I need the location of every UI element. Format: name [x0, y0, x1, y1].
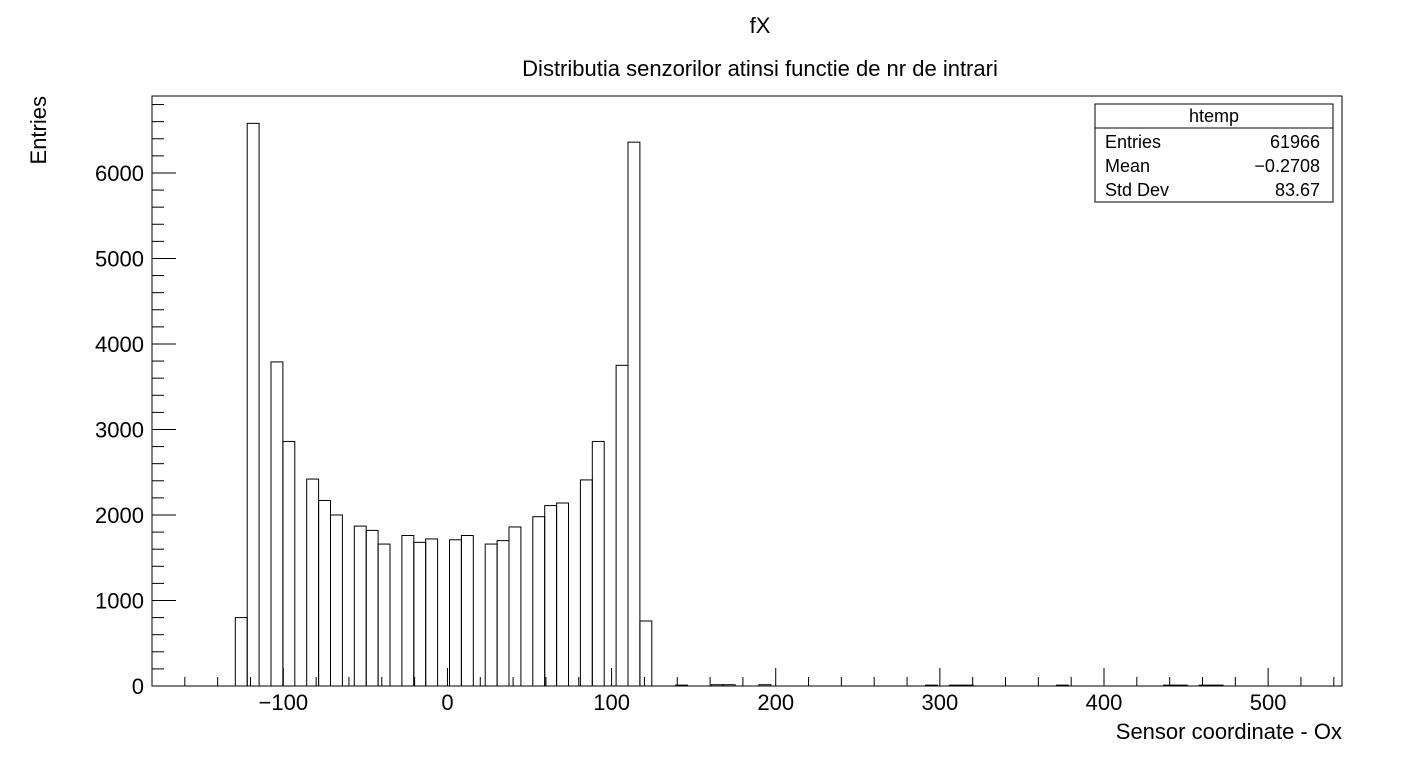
- histogram-bar: [508, 526, 522, 687]
- x-tick-label: −100: [259, 690, 309, 715]
- histogram-bar: [365, 529, 379, 687]
- y-tick-label: 0: [132, 674, 144, 699]
- stats-stddev-label: Std Dev: [1105, 180, 1169, 200]
- y-tick-label: 5000: [95, 246, 144, 271]
- plot-frame: [151, 95, 1343, 687]
- stats-mean-label: Mean: [1105, 156, 1150, 176]
- histogram-bar: [449, 539, 462, 687]
- histogram-bar: [246, 122, 260, 687]
- chart-title: Distributia senzorilor atinsi functie de…: [522, 56, 998, 81]
- histogram-bar: [627, 141, 641, 687]
- x-tick-label: 500: [1250, 690, 1287, 715]
- histogram-bar: [496, 540, 510, 687]
- histogram-bar: [615, 364, 629, 687]
- stats-entries-label: Entries: [1105, 132, 1161, 152]
- histogram-bar: [353, 525, 367, 687]
- histogram-bar: [270, 361, 284, 687]
- stats-box-title: htemp: [1189, 106, 1239, 126]
- x-tick-label: 100: [593, 690, 630, 715]
- y-axis-ticks: 0 1000 2000 3000 4000 5000 6000: [95, 104, 176, 699]
- histogram-bar: [306, 478, 320, 687]
- x-tick-label: 200: [757, 690, 794, 715]
- histogram-bar: [579, 479, 593, 687]
- histogram-bar: [556, 502, 569, 687]
- x-tick-label: 400: [1086, 690, 1123, 715]
- histogram-bar: [544, 505, 558, 687]
- y-tick-label: 6000: [95, 161, 144, 186]
- y-tick-label: 3000: [95, 417, 144, 442]
- y-tick-label: 2000: [95, 503, 144, 528]
- histogram-bars: [234, 122, 1224, 687]
- x-axis-label: Sensor coordinate - Ox: [1116, 719, 1342, 744]
- histogram-bar: [377, 543, 391, 687]
- histogram-bar: [484, 543, 498, 687]
- x-axis-ticks: −100 0 100 200 300 400 500: [184, 668, 1335, 715]
- histogram-bar: [591, 440, 605, 687]
- histogram-bar: [401, 535, 415, 687]
- histogram-bar: [532, 516, 546, 687]
- histogram-bar: [639, 620, 653, 687]
- x-tick-label: 300: [922, 690, 959, 715]
- x-tick-label: 0: [441, 690, 453, 715]
- y-tick-label: 4000: [95, 332, 144, 357]
- stats-box: htemp Entries 61966 Mean −0.2708 Std Dev…: [1094, 103, 1334, 203]
- stats-stddev-value: 83.67: [1275, 180, 1320, 200]
- stats-entries-value: 61966: [1270, 132, 1320, 152]
- histogram-bar: [330, 514, 343, 687]
- y-axis-label: Entries: [26, 96, 51, 164]
- histogram-bar: [460, 535, 474, 687]
- histogram-bar: [234, 617, 248, 687]
- histogram-bar: [413, 541, 427, 687]
- stats-box-frame: [1094, 103, 1334, 203]
- histogram-bar: [318, 499, 332, 687]
- histogram-bar: [282, 440, 296, 687]
- window-title: fX: [750, 13, 771, 38]
- histogram-bar: [425, 538, 439, 687]
- stats-mean-value: −0.2708: [1254, 156, 1320, 176]
- y-tick-label: 1000: [95, 588, 144, 613]
